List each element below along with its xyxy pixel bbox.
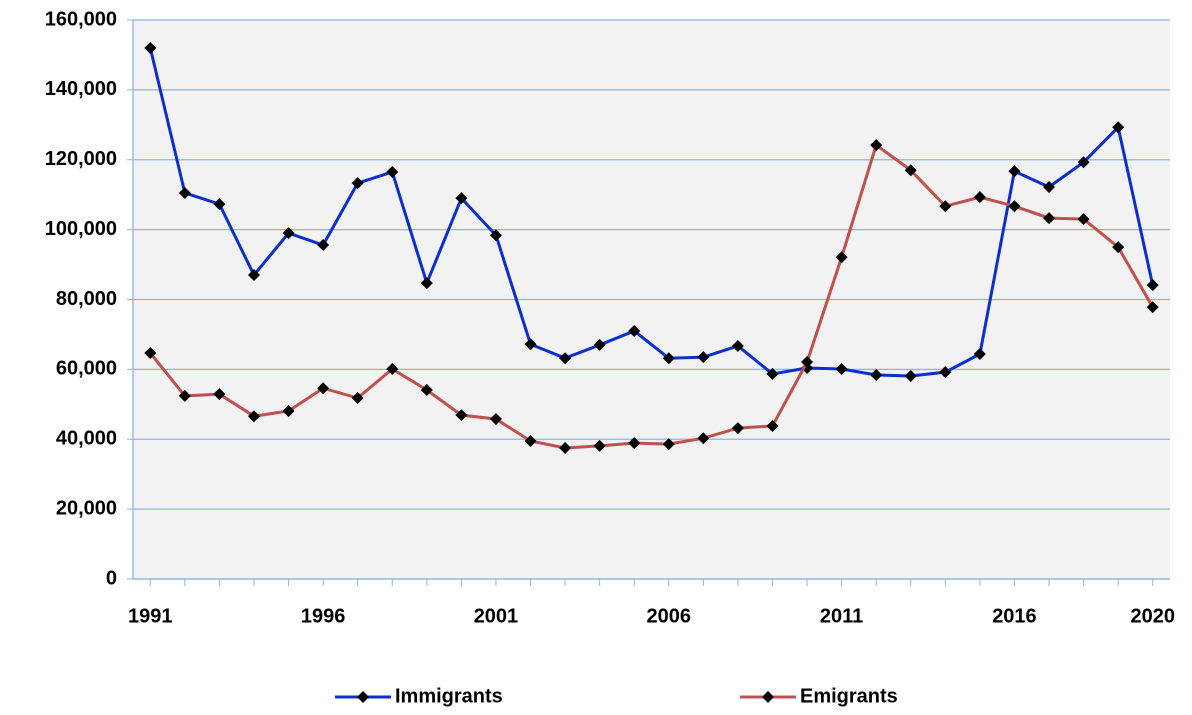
point-marker <box>351 392 364 405</box>
legend-marker <box>357 691 369 703</box>
point-marker <box>973 348 986 361</box>
point-marker <box>178 186 191 199</box>
y-tick-label: 20,000 <box>56 497 117 519</box>
point-marker <box>213 198 226 211</box>
point-marker <box>317 382 330 395</box>
legend-label: Immigrants <box>395 685 503 707</box>
point-marker <box>1146 279 1159 292</box>
point-marker <box>766 367 779 380</box>
point-marker <box>144 346 157 359</box>
point-marker <box>662 352 675 365</box>
y-tick-label: 100,000 <box>45 218 117 240</box>
series-line <box>148 47 1155 378</box>
point-marker <box>766 419 779 432</box>
x-tick-label: 2016 <box>992 605 1037 627</box>
point-marker <box>801 356 814 369</box>
point-marker <box>524 434 537 447</box>
point-marker <box>593 338 606 351</box>
point-marker <box>1112 241 1125 254</box>
x-tick-label: 1996 <box>301 605 346 627</box>
legend-label: Emigrants <box>800 685 898 707</box>
point-marker <box>973 191 986 204</box>
point-marker <box>282 227 295 240</box>
point-marker <box>420 383 433 396</box>
point-marker <box>1008 200 1021 213</box>
point-marker <box>593 439 606 452</box>
point-marker <box>1077 213 1090 226</box>
y-tick-label: 40,000 <box>56 428 117 450</box>
point-marker <box>524 338 537 351</box>
point-marker <box>1077 156 1090 169</box>
point-marker <box>178 389 191 402</box>
point-marker <box>386 165 399 178</box>
y-tick-label: 0 <box>106 567 117 589</box>
x-tick-label: 2020 <box>1130 605 1175 627</box>
point-marker <box>662 438 675 451</box>
x-tick-label: 2006 <box>647 605 692 627</box>
point-marker <box>939 200 952 213</box>
point-marker <box>939 366 952 379</box>
point-marker <box>144 41 157 54</box>
point-marker <box>870 139 883 152</box>
point-marker <box>489 412 502 425</box>
point-marker <box>731 339 744 352</box>
point-marker <box>904 370 917 383</box>
point-marker <box>1112 121 1125 134</box>
point-marker <box>835 363 848 376</box>
point-marker <box>213 388 226 401</box>
point-marker <box>386 363 399 376</box>
point-marker <box>1008 165 1021 178</box>
point-marker <box>247 269 260 282</box>
point-marker <box>904 164 917 177</box>
y-tick-label: 120,000 <box>45 148 117 170</box>
point-marker <box>731 422 744 435</box>
y-tick-label: 160,000 <box>45 8 117 30</box>
point-marker <box>351 177 364 190</box>
point-marker <box>1043 181 1056 194</box>
y-tick-label: 60,000 <box>56 358 117 380</box>
point-marker <box>559 441 572 454</box>
y-tick-label: 140,000 <box>45 78 117 100</box>
point-marker <box>1146 301 1159 314</box>
point-marker <box>282 404 295 417</box>
point-marker <box>317 238 330 251</box>
legend-marker <box>762 691 774 703</box>
x-tick-label: 1991 <box>128 605 173 627</box>
point-marker <box>628 324 641 337</box>
point-marker <box>1043 212 1056 225</box>
point-marker <box>455 409 468 422</box>
point-marker <box>628 437 641 450</box>
point-marker <box>697 432 710 445</box>
point-marker <box>489 229 502 242</box>
point-marker <box>870 368 883 381</box>
point-marker <box>455 192 468 205</box>
point-marker <box>697 351 710 364</box>
point-marker <box>559 352 572 365</box>
x-tick-label: 2011 <box>820 605 863 627</box>
point-marker <box>247 410 260 423</box>
y-tick-label: 80,000 <box>56 288 117 310</box>
point-marker <box>420 277 433 290</box>
point-marker <box>835 251 848 264</box>
x-tick-label: 2001 <box>474 605 519 627</box>
series-line <box>149 142 1155 450</box>
